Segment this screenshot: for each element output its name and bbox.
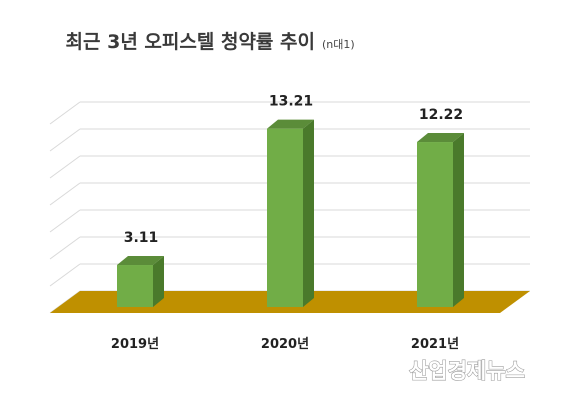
- category-labels: 2019년 2020년 2021년: [111, 337, 459, 352]
- bar-side: [153, 256, 164, 307]
- gridline-side: [49, 209, 81, 233]
- bar-front: [417, 142, 453, 307]
- value-label-1: 3.11: [124, 230, 159, 246]
- bar-front: [117, 265, 153, 307]
- bar-side: [453, 133, 464, 307]
- gridline-side: [49, 155, 81, 179]
- bars: [117, 119, 464, 307]
- bar-top: [117, 256, 164, 266]
- bar-3: [417, 133, 464, 307]
- gridline-side: [49, 128, 81, 152]
- bar-2: [267, 119, 314, 307]
- gridline-side: [49, 182, 81, 206]
- category-label-3: 2021년: [411, 337, 459, 352]
- category-label-1: 2019년: [111, 337, 159, 352]
- bar-top: [267, 119, 314, 129]
- chart-title: 최근 3년 오피스텔 청약률 추이: [66, 31, 315, 53]
- gridline-side: [49, 263, 81, 287]
- chart-subtitle: (n대1): [322, 38, 355, 51]
- gridline-side: [49, 236, 81, 260]
- value-label-2: 13.21: [269, 94, 313, 110]
- bar-front: [267, 128, 303, 307]
- bar-side: [303, 119, 314, 307]
- bar-top: [417, 133, 464, 143]
- category-label-2: 2020년: [261, 337, 309, 352]
- watermark-logo: 산업경제뉴스: [409, 359, 525, 383]
- value-label-3: 12.22: [419, 107, 463, 123]
- bar-1: [117, 256, 164, 307]
- value-labels: 3.11 13.21 12.22: [124, 94, 463, 246]
- gridline-side: [49, 101, 81, 125]
